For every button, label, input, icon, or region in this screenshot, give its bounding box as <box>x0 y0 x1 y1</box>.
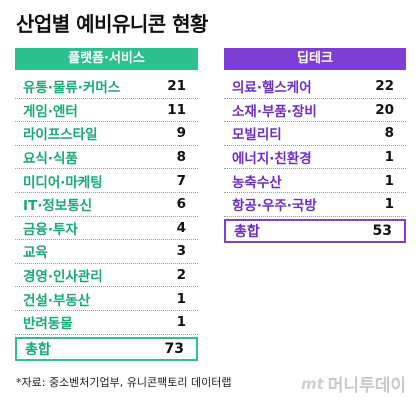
table-row: 농축수산 1 <box>224 169 406 193</box>
row-label: 요식·식품 <box>23 151 78 168</box>
row-value: 1 <box>176 314 186 331</box>
row-label: 항공·우주·국방 <box>232 198 317 215</box>
row-value: 8 <box>384 125 394 142</box>
row-value: 9 <box>176 125 186 142</box>
total-label: 총합 <box>25 341 51 358</box>
row-value: 2 <box>176 267 186 284</box>
row-label: 모빌리티 <box>232 127 282 144</box>
deeptech-total-row: 총합 53 <box>224 218 406 243</box>
row-value: 3 <box>176 243 186 260</box>
deeptech-table: 딥테크 의료·헬스케어 22 소재·부품·장비 20 모빌리티 8 에너지·친환경 1 … <box>224 48 406 243</box>
row-value: 21 <box>167 78 186 95</box>
deeptech-rows: 의료·헬스케어 22 소재·부품·장비 20 모빌리티 8 에너지·친환경 1 농축수산… <box>224 75 406 217</box>
source-footnote: *자료: 중소벤처기업부, 유니콘팩토리 데이터랩 <box>16 376 232 389</box>
row-label: 건설·부동산 <box>23 292 91 309</box>
row-value: 20 <box>375 101 394 118</box>
row-value: 1 <box>384 172 394 189</box>
row-value: 22 <box>375 78 394 95</box>
row-label: 게임·엔터 <box>23 103 78 120</box>
table-row: 요식·식품 8 <box>15 146 198 170</box>
logo-text: 머니투데이 <box>327 376 406 396</box>
row-value: 1 <box>176 290 186 307</box>
table-row: 라이프스타일 9 <box>15 122 198 146</box>
row-label: 농축수산 <box>232 174 282 191</box>
table-row: 미디어·마케팅 7 <box>15 169 198 193</box>
row-value: 6 <box>176 196 186 213</box>
platform-service-total-row: 총합 73 <box>15 336 198 361</box>
row-label: 에너지·친환경 <box>232 151 312 168</box>
row-label: 반려동물 <box>23 316 73 333</box>
row-label: 경영·인사관리 <box>23 269 103 286</box>
row-label: 미디어·마케팅 <box>23 174 103 191</box>
total-value: 73 <box>164 340 184 357</box>
logo-mark-icon: mt <box>300 374 324 393</box>
row-value: 7 <box>176 172 186 189</box>
table-row: IT·정보통신 6 <box>15 193 198 217</box>
page-title: 산업별 예비유니콘 현황 <box>16 12 208 36</box>
table-row: 교육 3 <box>15 240 198 264</box>
row-label: 교육 <box>23 245 48 262</box>
table-row: 게임·엔터 11 <box>15 99 198 123</box>
row-value: 4 <box>176 219 186 236</box>
platform-service-table: 플랫폼·서비스 유통·물류·커머스 21 게임·엔터 11 라이프스타일 9 요식·식… <box>15 48 198 361</box>
table-row: 소재·부품·장비 20 <box>224 99 406 123</box>
row-value: 1 <box>384 196 394 213</box>
total-value: 53 <box>372 222 392 239</box>
table-row: 에너지·친환경 1 <box>224 146 406 170</box>
row-label: 라이프스타일 <box>23 127 98 144</box>
row-label: 금융·투자 <box>23 221 78 238</box>
deeptech-header: 딥테크 <box>224 48 406 70</box>
table-row: 반려동물 1 <box>15 311 198 335</box>
row-value: 11 <box>167 101 186 118</box>
total-label: 총합 <box>234 223 260 240</box>
row-value: 8 <box>176 149 186 166</box>
table-row: 금융·투자 4 <box>15 217 198 241</box>
row-label: 소재·부품·장비 <box>232 103 317 120</box>
row-label: IT·정보통신 <box>23 198 93 215</box>
table-row: 모빌리티 8 <box>224 122 406 146</box>
platform-service-rows: 유통·물류·커머스 21 게임·엔터 11 라이프스타일 9 요식·식품 8 미디어·마… <box>15 75 198 335</box>
row-value: 1 <box>384 149 394 166</box>
table-row: 의료·헬스케어 22 <box>224 75 406 99</box>
table-row: 유통·물류·커머스 21 <box>15 75 198 99</box>
table-row: 경영·인사관리 2 <box>15 264 198 288</box>
table-row: 건설·부동산 1 <box>15 287 198 311</box>
platform-service-header: 플랫폼·서비스 <box>15 48 198 70</box>
table-row: 항공·우주·국방 1 <box>224 193 406 217</box>
publisher-logo: mt 머니투데이 <box>300 371 406 397</box>
row-label: 유통·물류·커머스 <box>23 80 121 97</box>
row-label: 의료·헬스케어 <box>232 80 312 97</box>
